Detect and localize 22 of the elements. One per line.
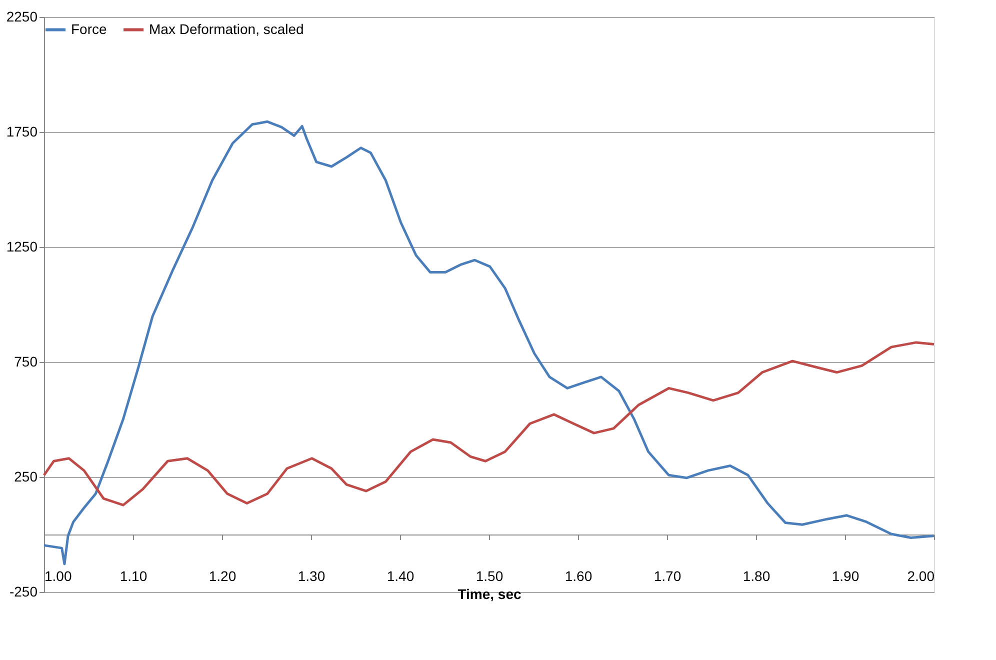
x-tick-label: 1.10 xyxy=(120,568,148,584)
y-tick-label: 250 xyxy=(14,468,38,484)
x-axis-title: Time, sec xyxy=(458,586,522,602)
y-tick-label: 2250 xyxy=(6,8,38,24)
x-tick-label: 1.20 xyxy=(208,568,236,584)
line-series xyxy=(42,341,936,506)
x-tick-label: 1.90 xyxy=(832,568,860,584)
x-tick-label: 2.00 xyxy=(907,568,935,584)
legend-label: Max Deformation, scaled xyxy=(149,20,304,37)
x-tick-label: 1.40 xyxy=(386,568,414,584)
x-tick-label: 1.00 xyxy=(44,568,72,584)
y-tick-label: 1250 xyxy=(6,238,38,254)
x-tick-label: 1.80 xyxy=(742,568,770,584)
x-tick-label: 1.50 xyxy=(476,568,504,584)
y-tick-label: 1750 xyxy=(6,124,38,140)
x-tick-label: 1.70 xyxy=(654,568,682,584)
x-tick-label: 1.30 xyxy=(298,568,326,584)
y-tick-label: 750 xyxy=(14,354,38,370)
y-tick-label: -250 xyxy=(9,584,38,600)
x-tick-label: 1.60 xyxy=(564,568,592,584)
line-series xyxy=(42,120,936,566)
legend-label: Force xyxy=(71,20,107,37)
